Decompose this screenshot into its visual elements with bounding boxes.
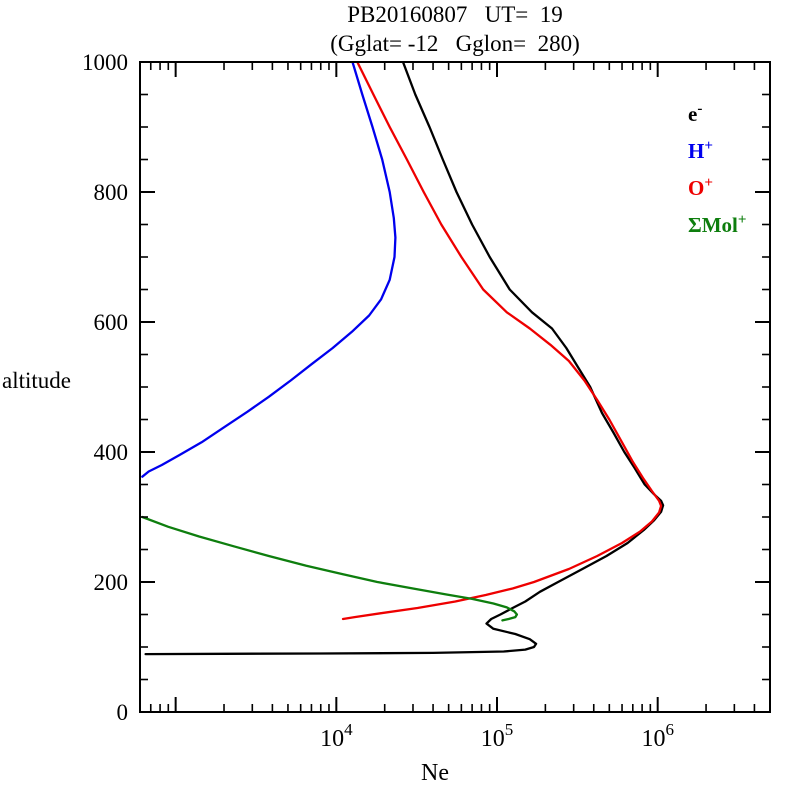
legend-item-e: e- [688,101,703,126]
x-tick-label: 104 [320,720,353,752]
x-axis-label: Ne [421,760,449,786]
curve-molplus [141,515,519,622]
y-tick-label: 600 [94,310,129,335]
curves [141,62,665,656]
curve-e [144,62,665,656]
x-tick-label: 106 [641,720,674,752]
y-tick-label: 400 [94,440,129,465]
y-tick-label: 1000 [82,50,128,75]
x-axis-ticks [149,62,756,712]
chart-title-line1: PB20160807 UT= 19 [347,2,563,27]
chart-title-line2: (Gglat= -12 Gglon= 280) [330,31,580,56]
curve-oplus [341,62,663,621]
legend-item-molplus: ΣMol+ [688,212,747,237]
x-tick-label: 105 [481,720,514,752]
y-tick-label: 0 [117,700,129,725]
y-tick-label: 200 [94,570,129,595]
y-axis-ticks [140,61,770,713]
y-tick-labels: 0 200 400 600 800 1000 [82,50,128,725]
legend-item-oplus: O+ [688,175,713,200]
curve-hplus [141,62,397,478]
x-tick-labels: 104 105 106 [320,720,674,752]
legend-item-hplus: H+ [688,138,713,163]
plot-frame [139,61,771,713]
y-tick-label: 800 [94,180,129,205]
legend: e- H+ O+ ΣMol+ [688,92,747,240]
y-axis-label: altitude [2,368,71,393]
